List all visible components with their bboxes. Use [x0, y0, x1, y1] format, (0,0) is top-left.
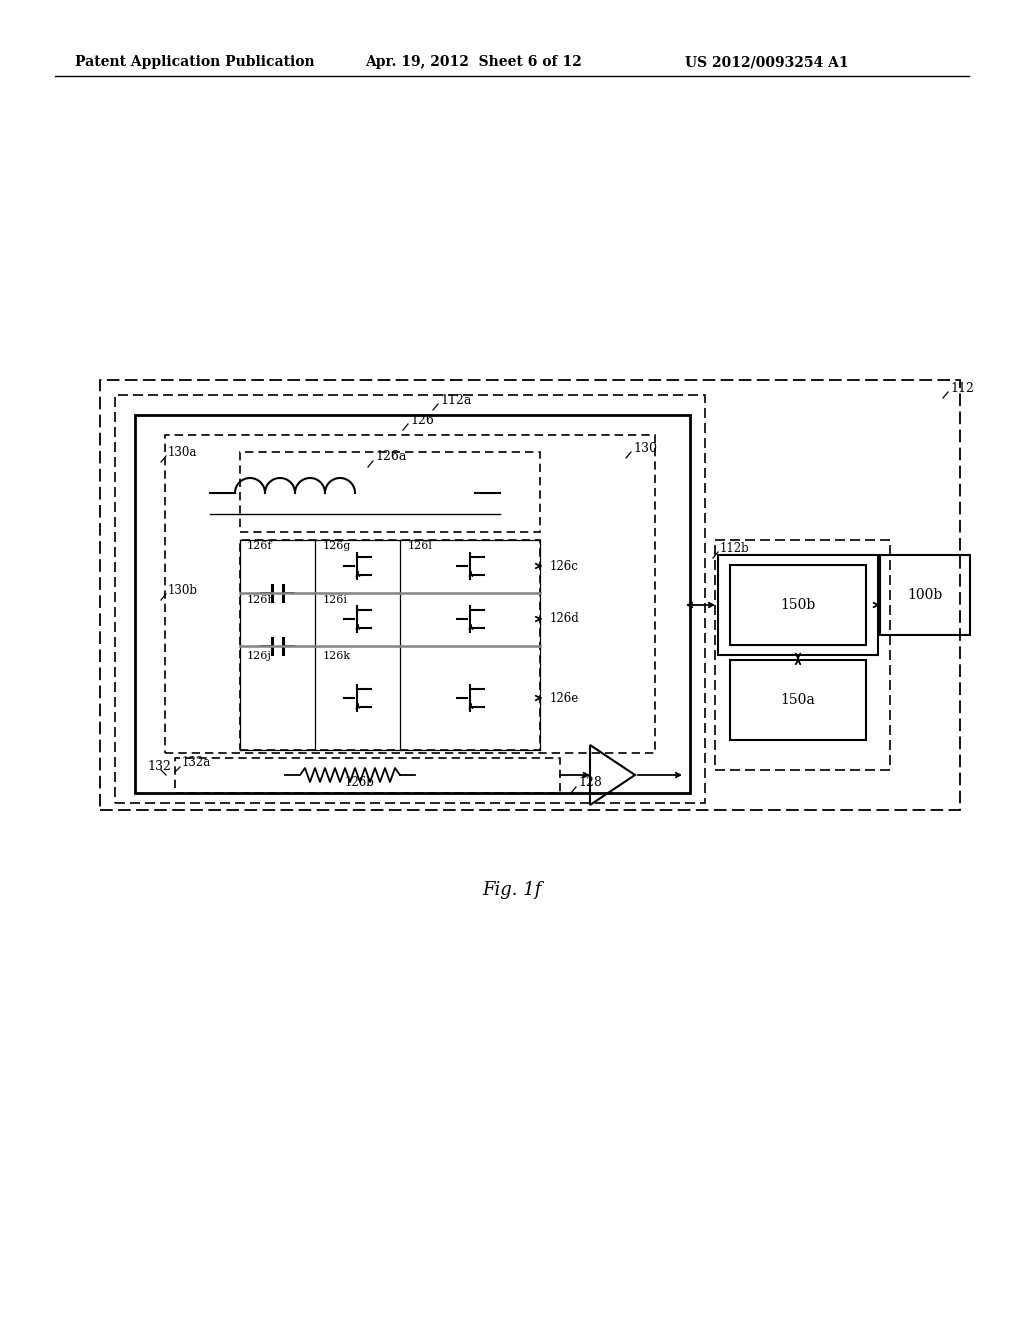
Text: 130: 130 [633, 441, 657, 454]
Text: 126l: 126l [408, 541, 433, 550]
Bar [715, 540, 890, 770]
Bar [730, 660, 866, 741]
Text: Apr. 19, 2012  Sheet 6 of 12: Apr. 19, 2012 Sheet 6 of 12 [365, 55, 582, 69]
Text: 132: 132 [147, 759, 171, 772]
Bar [880, 554, 970, 635]
Text: Fig. 1f: Fig. 1f [482, 880, 542, 899]
Text: 112: 112 [950, 381, 974, 395]
Bar [135, 414, 690, 793]
Text: 132a: 132a [182, 756, 211, 770]
Text: 150a: 150a [780, 693, 815, 708]
Bar [115, 395, 705, 803]
Bar [175, 758, 560, 793]
Text: 150b: 150b [780, 598, 816, 612]
Text: 130b: 130b [168, 583, 198, 597]
Text: 126f: 126f [247, 541, 272, 550]
Text: 126d: 126d [550, 612, 580, 626]
Text: 126a: 126a [375, 450, 407, 463]
Bar [100, 380, 961, 810]
Text: 130a: 130a [168, 446, 198, 458]
Text: 126h: 126h [247, 595, 275, 605]
Text: 126c: 126c [550, 560, 579, 573]
Text: 126e: 126e [550, 692, 580, 705]
Text: 126i: 126i [323, 595, 348, 605]
Text: Patent Application Publication: Patent Application Publication [75, 55, 314, 69]
Text: 126j: 126j [247, 651, 272, 661]
Text: 126g: 126g [323, 541, 351, 550]
Text: 126k: 126k [323, 651, 351, 661]
Text: 126b: 126b [345, 776, 375, 789]
Text: 112b: 112b [720, 541, 750, 554]
Bar [240, 451, 540, 532]
Text: 128: 128 [578, 776, 602, 789]
Bar [165, 436, 655, 752]
Bar [240, 540, 540, 750]
Text: 126: 126 [410, 413, 434, 426]
Bar [718, 554, 878, 655]
Text: US 2012/0093254 A1: US 2012/0093254 A1 [685, 55, 849, 69]
Text: 100b: 100b [907, 587, 943, 602]
Text: 112a: 112a [440, 393, 471, 407]
Bar [730, 565, 866, 645]
